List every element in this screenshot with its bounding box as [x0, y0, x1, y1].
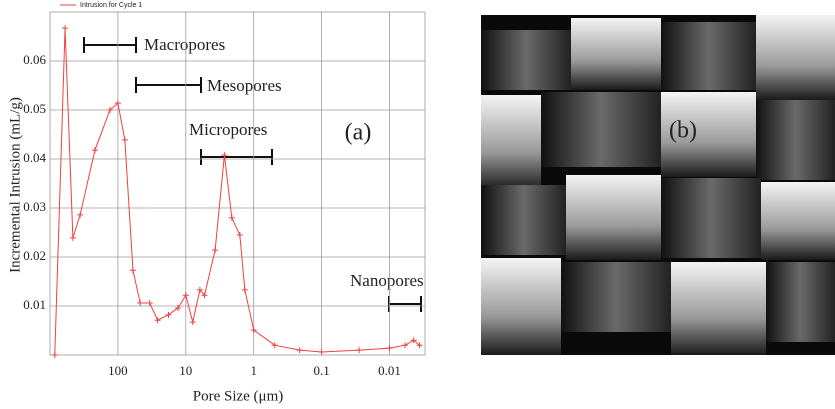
panel-label: (a): [345, 120, 372, 146]
annotation: Nanopores: [350, 271, 424, 290]
data-point: [182, 292, 189, 299]
x-tick-label: 100: [108, 363, 128, 378]
y-tick-label: 0.03: [23, 199, 46, 214]
x-tick-label: 0.01: [378, 363, 401, 378]
data-point: [121, 136, 128, 143]
data-point: [221, 152, 228, 159]
data-point: [69, 234, 76, 241]
data-point: [129, 267, 136, 274]
x-axis-label: Pore Size (μm): [193, 388, 284, 404]
data-point: [271, 342, 278, 349]
image-label: (b): [669, 118, 697, 144]
data-point: [106, 107, 113, 113]
data-point: [62, 25, 69, 32]
range-brackets: [83, 37, 422, 312]
x-tick-label: 0.1: [313, 363, 329, 378]
data-point: [318, 349, 325, 356]
annotation: Mesopores: [207, 76, 282, 95]
data-point: [250, 327, 257, 334]
annotation: Macropores: [144, 35, 225, 54]
x-tick-label: 10: [179, 363, 192, 378]
data-point: [189, 319, 196, 326]
data-point: [114, 100, 121, 107]
legend-label: Intrusion for Cycle 1: [80, 2, 142, 9]
data-point: [241, 286, 248, 293]
data-point: [165, 311, 172, 318]
data-point: [146, 300, 153, 307]
woven-fabric-image: [481, 15, 835, 355]
data-point: [212, 247, 219, 254]
data-point: [175, 304, 182, 311]
data-point: [228, 214, 235, 221]
y-tick-label: 0.02: [23, 248, 46, 263]
data-point: [296, 347, 303, 354]
y-tick-label: 0.01: [23, 297, 46, 312]
y-axis-label: Incremental Intrusion (mL/g): [7, 97, 23, 273]
annotation: Micropores: [189, 120, 267, 139]
data-point: [196, 286, 203, 293]
plot-frame: [49, 11, 426, 356]
y-tick-label: 0.05: [23, 101, 46, 116]
data-point: [91, 147, 98, 154]
data-point: [77, 211, 84, 218]
data-point: [154, 317, 161, 324]
data-point: [416, 342, 423, 349]
data-point: [386, 345, 393, 352]
x-tick-label: 1: [250, 363, 257, 378]
y-tick-label: 0.04: [23, 150, 46, 165]
data-line: [54, 28, 420, 356]
y-tick-label: 0.06: [23, 52, 46, 67]
data-point: [236, 231, 243, 238]
data-point: [402, 342, 409, 349]
data-point: [356, 347, 363, 354]
data-point: [51, 352, 58, 358]
data-point: [410, 337, 417, 344]
data-point: [137, 300, 144, 307]
data-point: [201, 292, 208, 299]
